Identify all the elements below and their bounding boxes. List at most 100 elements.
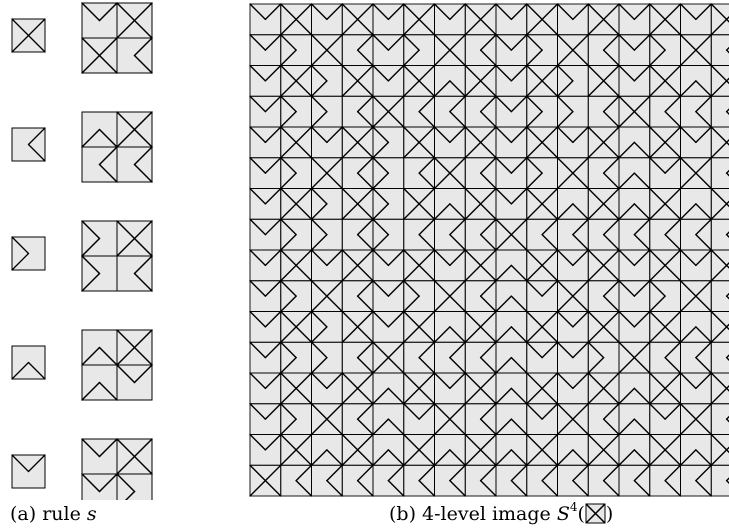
left-chevron-tile-stroke <box>602 280 620 297</box>
left-chevron-tile-stroke <box>479 110 497 128</box>
left-chevron-tile-stroke <box>295 479 313 497</box>
right-chevron-tile-stroke <box>587 356 605 374</box>
right-chevron-tile-stroke <box>280 233 297 251</box>
down-chevron-tile-stroke <box>618 280 636 297</box>
right-chevron-tile-stroke <box>310 341 328 359</box>
x-tile-stroke <box>403 310 436 343</box>
x-tile-stroke <box>403 372 436 405</box>
x-tile-stroke <box>526 64 559 97</box>
down-chevron-tile-stroke <box>264 403 282 420</box>
figure-canvas <box>11 2 729 500</box>
down-chevron-tile-stroke <box>433 249 451 267</box>
left-chevron-tile-stroke <box>541 464 559 482</box>
down-chevron-tile-product-right-chevron-tile <box>116 473 153 500</box>
down-chevron-tile-stroke <box>249 372 267 390</box>
down-chevron-tile-stroke <box>449 126 466 144</box>
down-chevron-tile-stroke <box>695 249 712 267</box>
down-chevron-tile-stroke <box>679 3 697 21</box>
up-chevron-tile-stroke <box>556 449 574 466</box>
right-chevron-tile-product-x-tile <box>116 220 153 257</box>
down-chevron-tile-stroke <box>264 249 282 267</box>
up-chevron-tile-stroke <box>310 449 328 466</box>
up-chevron-tile-stroke <box>495 449 513 466</box>
x-tile-stroke <box>679 280 712 313</box>
left-chevron-tile-stroke <box>356 34 374 51</box>
x-tile-stroke <box>280 126 313 159</box>
right-chevron-tile-stroke <box>310 95 328 113</box>
down-chevron-tile-stroke <box>618 64 636 82</box>
up-chevron-tile-stroke <box>510 356 528 374</box>
down-chevron-tile-stroke <box>372 64 390 82</box>
up-chevron-tile-stroke <box>510 326 528 343</box>
up-chevron-tile-stroke <box>695 80 712 97</box>
x-tile-stroke <box>464 126 497 159</box>
left-chevron-tile-stroke <box>479 172 497 190</box>
left-chevron-tile-stroke <box>356 464 374 482</box>
x-tile-stroke <box>526 126 559 159</box>
right-chevron-tile-stroke <box>372 172 390 190</box>
down-chevron-tile-stroke <box>633 3 651 21</box>
left-chevron-tile-stroke <box>695 110 712 128</box>
down-chevron-tile-stroke <box>510 64 528 82</box>
down-chevron-tile-stroke <box>249 34 267 51</box>
right-chevron-tile-stroke <box>310 310 328 328</box>
right-chevron-tile-stroke <box>556 64 574 82</box>
left-chevron-tile-stroke <box>449 110 466 128</box>
left-chevron-tile-stroke <box>356 218 374 236</box>
down-chevron-tile-stroke <box>572 341 589 359</box>
left-chevron-tile-stroke <box>572 464 589 482</box>
up-chevron-tile-stroke <box>495 264 513 282</box>
left-chevron-tile-stroke <box>541 233 559 251</box>
left-chevron-tile-stroke <box>356 341 374 359</box>
down-chevron-tile-stroke <box>510 3 528 21</box>
down-chevron-tile-stroke <box>495 157 513 174</box>
x-tile-stroke <box>433 403 466 436</box>
down-chevron-tile-stroke <box>326 249 343 267</box>
down-chevron-tile-stroke <box>618 249 636 267</box>
down-chevron-tile-stroke <box>372 249 390 267</box>
right-chevron-tile-stroke <box>310 218 328 236</box>
down-chevron-tile-stroke <box>310 126 328 144</box>
up-chevron-tile-stroke <box>510 449 528 466</box>
left-chevron-tile-stroke <box>356 418 374 436</box>
left-chevron-tile-stroke <box>356 110 374 128</box>
right-chevron-tile-stroke <box>403 34 420 51</box>
up-chevron-tile-stroke <box>618 449 636 466</box>
down-chevron-tile-stroke <box>326 126 343 144</box>
left-chevron-tile-stroke <box>541 479 559 497</box>
down-chevron-tile-stroke <box>310 249 328 267</box>
left-chevron-tile-stroke <box>479 418 497 436</box>
up-chevron-tile-stroke <box>618 203 636 220</box>
left-chevron-tile-stroke <box>664 95 682 113</box>
left-chevron-tile-stroke <box>479 280 497 297</box>
left-chevron-tile-stroke <box>510 464 528 482</box>
left-chevron-tile-stroke <box>664 356 682 374</box>
rule-row-x-tile <box>11 2 153 74</box>
right-chevron-tile-stroke <box>526 95 543 113</box>
x-tile-stroke <box>495 218 528 251</box>
rule-row-right-chevron-tile <box>11 220 153 292</box>
x-tile-stroke <box>710 323 729 343</box>
right-chevron-tile-stroke <box>280 218 297 236</box>
left-chevron-tile-stroke <box>695 95 712 113</box>
down-chevron-tile-stroke <box>618 3 636 21</box>
down-chevron-tile-stroke <box>249 403 267 420</box>
left-chevron-tile-stroke <box>418 233 436 251</box>
right-chevron-tile-stroke <box>310 356 328 374</box>
x-tile-stroke <box>618 95 651 128</box>
down-chevron-tile-stroke <box>249 187 267 205</box>
x-tile-stroke <box>710 200 729 220</box>
x-tile-stroke <box>710 139 729 159</box>
right-chevron-tile-stroke <box>280 172 297 190</box>
x-tile-stroke <box>649 433 682 466</box>
rule-row-left-chevron-tile <box>11 111 153 183</box>
x-tile-stroke <box>280 64 313 97</box>
down-chevron-tile-stroke <box>526 341 543 359</box>
down-chevron-tile-stroke <box>618 310 636 328</box>
down-chevron-tile-stroke <box>264 341 282 359</box>
left-chevron-tile-stroke <box>356 295 374 313</box>
down-chevron-tile-stroke <box>495 64 513 82</box>
down-chevron-tile-stroke <box>372 280 390 297</box>
x-tile-stroke <box>526 372 559 405</box>
right-chevron-tile-stroke <box>587 341 605 359</box>
